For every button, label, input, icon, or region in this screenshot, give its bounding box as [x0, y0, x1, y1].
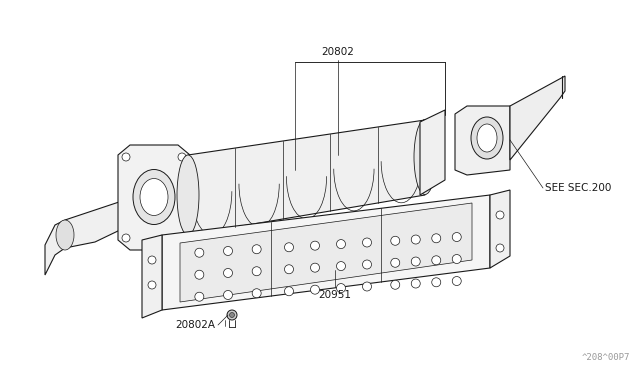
Circle shape	[362, 282, 371, 291]
Circle shape	[148, 281, 156, 289]
Circle shape	[252, 289, 261, 298]
Circle shape	[432, 256, 441, 265]
Polygon shape	[188, 120, 425, 235]
Circle shape	[337, 262, 346, 270]
Circle shape	[337, 283, 346, 293]
Ellipse shape	[56, 220, 74, 250]
Circle shape	[252, 267, 261, 276]
Polygon shape	[510, 76, 565, 160]
Ellipse shape	[140, 179, 168, 215]
Circle shape	[452, 254, 461, 263]
Circle shape	[391, 258, 400, 267]
Circle shape	[391, 280, 400, 289]
Polygon shape	[420, 110, 445, 195]
Circle shape	[223, 269, 232, 278]
Circle shape	[452, 232, 461, 241]
Circle shape	[122, 153, 130, 161]
Circle shape	[310, 263, 319, 272]
Circle shape	[362, 238, 371, 247]
Text: SEE SEC.200: SEE SEC.200	[545, 183, 611, 193]
Circle shape	[148, 256, 156, 264]
Circle shape	[496, 211, 504, 219]
Circle shape	[452, 276, 461, 286]
Circle shape	[252, 245, 261, 254]
Circle shape	[195, 292, 204, 301]
Circle shape	[230, 312, 234, 317]
Ellipse shape	[414, 119, 436, 195]
Circle shape	[223, 291, 232, 299]
Text: 20951: 20951	[319, 290, 351, 300]
Polygon shape	[118, 145, 190, 250]
Circle shape	[310, 285, 319, 294]
Ellipse shape	[471, 117, 503, 159]
Circle shape	[285, 243, 294, 252]
Ellipse shape	[177, 155, 199, 235]
Circle shape	[195, 270, 204, 279]
Polygon shape	[180, 203, 472, 302]
Ellipse shape	[133, 170, 175, 224]
Circle shape	[227, 310, 237, 320]
Circle shape	[412, 257, 420, 266]
Polygon shape	[490, 190, 510, 268]
Polygon shape	[162, 195, 490, 310]
Circle shape	[178, 234, 186, 242]
Circle shape	[223, 247, 232, 256]
Circle shape	[310, 241, 319, 250]
Circle shape	[195, 248, 204, 257]
Text: 20802A: 20802A	[175, 320, 215, 330]
Circle shape	[362, 260, 371, 269]
Polygon shape	[142, 235, 162, 318]
Circle shape	[178, 153, 186, 161]
Circle shape	[122, 234, 130, 242]
Circle shape	[432, 278, 441, 287]
Circle shape	[391, 236, 400, 245]
Polygon shape	[45, 200, 125, 275]
Circle shape	[412, 235, 420, 244]
Ellipse shape	[477, 124, 497, 152]
Text: 20802: 20802	[321, 47, 355, 57]
Circle shape	[432, 234, 441, 243]
Text: ^208^00P7: ^208^00P7	[582, 353, 630, 362]
Circle shape	[285, 265, 294, 274]
Circle shape	[496, 244, 504, 252]
Polygon shape	[455, 106, 510, 175]
Circle shape	[412, 279, 420, 288]
Circle shape	[285, 287, 294, 296]
Circle shape	[337, 240, 346, 248]
